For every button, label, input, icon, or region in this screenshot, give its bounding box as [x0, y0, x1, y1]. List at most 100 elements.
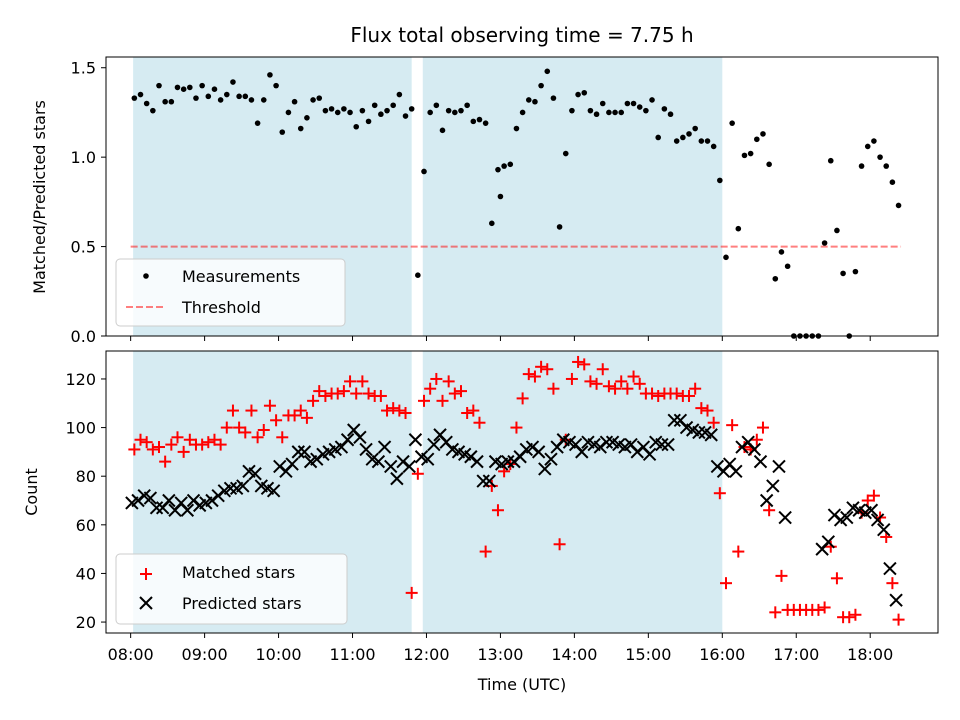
measurement-point — [143, 100, 150, 107]
matched-star-point — [159, 455, 172, 468]
matched-star-point — [276, 431, 289, 444]
measurement-point — [717, 177, 723, 184]
matched-star-point — [818, 601, 831, 614]
measurement-point — [834, 227, 840, 234]
predicted-star-point — [420, 452, 435, 466]
matched-star-point — [461, 406, 474, 419]
measurement-point — [273, 82, 279, 89]
measurement-point — [150, 107, 156, 114]
shaded-interval-1 — [422, 351, 723, 633]
predicted-star-point — [840, 510, 854, 525]
matched-star-point — [646, 387, 659, 400]
matched-star-point — [448, 387, 461, 400]
measurement-point — [267, 72, 273, 78]
matched-star-point — [257, 424, 270, 437]
measurement-point — [766, 161, 772, 168]
matched-star-point — [202, 436, 215, 449]
measurement-point — [519, 109, 526, 116]
measurement-point — [365, 118, 372, 125]
measurement-point — [821, 240, 828, 246]
matched-star-point — [867, 489, 880, 502]
top-y-tick-label: 1.0 — [71, 148, 96, 167]
predicted-star-point — [162, 493, 176, 508]
measurement-point — [156, 82, 162, 89]
measurement-point — [402, 113, 409, 119]
matched-star-point — [763, 504, 776, 517]
top-y-tick-label: 1.5 — [71, 59, 96, 78]
measurement-point — [322, 107, 329, 114]
matched-star-point — [695, 402, 708, 415]
matched-star-point — [824, 540, 837, 553]
matched-star-point — [171, 431, 184, 444]
predicted-star-point — [390, 471, 404, 486]
bottom-legend: Matched stars Predicted stars — [115, 553, 348, 625]
measurement-point — [174, 84, 181, 91]
x-tick-label: 08:00 — [108, 645, 154, 664]
matched-star-point — [128, 443, 141, 456]
bottom-y-tick-label: 80 — [76, 467, 96, 486]
measurement-point — [864, 143, 871, 150]
matched-star-point — [350, 387, 363, 400]
matched-star-point — [288, 409, 301, 422]
measurement-point — [242, 93, 249, 100]
measurement-point — [624, 100, 631, 107]
legend-matched-label: Matched stars — [182, 563, 295, 582]
matched-star-point — [331, 387, 344, 400]
measurement-point — [297, 125, 304, 132]
matched-star-point — [578, 358, 591, 371]
measurement-point — [415, 272, 421, 278]
predicted-star-point — [501, 454, 515, 469]
measurement-point — [673, 138, 680, 144]
x-axis-label: Time (UTC) — [477, 675, 566, 694]
predicted-star-point — [667, 413, 681, 427]
measurement-point — [729, 120, 735, 126]
measurement-point — [452, 109, 458, 116]
predicted-star-point — [371, 454, 386, 469]
matched-star-point — [362, 387, 375, 400]
measurement-point — [489, 220, 495, 227]
measurement-point — [223, 91, 230, 98]
matched-star-point — [454, 385, 467, 398]
measurement-point — [427, 109, 433, 116]
measurement-point — [747, 150, 754, 157]
predicted-star-point — [889, 593, 903, 607]
matched-star-point — [584, 375, 597, 388]
measurement-point — [667, 111, 674, 118]
matched-star-point — [719, 577, 732, 590]
matched-star-point — [411, 467, 424, 480]
matched-star-point — [670, 387, 683, 400]
x-tick-label: 13:00 — [477, 645, 523, 664]
matched-star-point — [344, 375, 357, 388]
measurement-point — [285, 109, 292, 116]
measurement-point — [378, 111, 384, 118]
measurement-point — [772, 275, 779, 282]
measurement-point — [593, 111, 600, 118]
x-tick-label: 14:00 — [551, 645, 597, 664]
matched-star-point — [393, 404, 406, 417]
measurement-point — [784, 263, 791, 270]
predicted-star-point — [870, 513, 885, 527]
matched-star-point — [467, 404, 480, 417]
matched-star-point — [381, 404, 394, 417]
measurement-point — [895, 202, 902, 209]
matched-star-point — [399, 406, 412, 419]
measurement-point — [408, 106, 415, 112]
measurement-point — [587, 107, 594, 114]
top-y-tick-label: 0.0 — [71, 327, 96, 346]
predicted-star-point — [476, 474, 490, 488]
measurement-point — [698, 138, 705, 144]
matched-star-point — [732, 545, 745, 558]
matched-star-point — [424, 382, 437, 395]
matched-star-point — [886, 577, 899, 590]
measurement-point — [334, 109, 341, 116]
matched-star-point — [319, 389, 332, 402]
measurement-point — [205, 93, 212, 100]
bottom-y-tick-label: 60 — [76, 516, 96, 535]
predicted-star-point — [377, 440, 392, 454]
predicted-star-point — [772, 459, 786, 474]
measurement-point — [359, 107, 366, 114]
matched-star-point — [491, 504, 504, 517]
bottom-y-tick-label: 100 — [65, 419, 96, 438]
predicted-star-point — [692, 425, 706, 440]
